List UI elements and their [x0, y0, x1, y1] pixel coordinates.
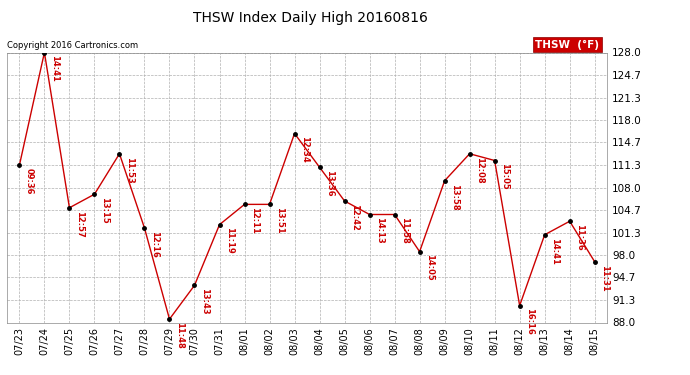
Text: 12:11: 12:11: [250, 207, 259, 234]
Text: 11:53: 11:53: [125, 156, 134, 183]
Text: 09:36: 09:36: [25, 168, 34, 195]
Text: 14:05: 14:05: [425, 254, 434, 281]
Text: 12:57: 12:57: [75, 210, 84, 237]
Text: 12:34: 12:34: [300, 136, 309, 163]
Text: 11:31: 11:31: [600, 264, 609, 291]
Text: 11:48: 11:48: [175, 322, 184, 349]
Text: 11:36: 11:36: [575, 224, 584, 251]
Text: Copyright 2016 Cartronics.com: Copyright 2016 Cartronics.com: [7, 41, 138, 50]
Text: 11:58: 11:58: [400, 217, 409, 244]
Text: 12:42: 12:42: [350, 204, 359, 231]
Text: 12:08: 12:08: [475, 156, 484, 183]
Text: 15:05: 15:05: [500, 163, 509, 190]
Text: 11:19: 11:19: [225, 227, 234, 254]
Text: THSW  (°F): THSW (°F): [535, 40, 599, 50]
Text: 13:36: 13:36: [325, 170, 334, 196]
Text: 13:58: 13:58: [450, 183, 459, 210]
Text: 12:16: 12:16: [150, 231, 159, 258]
Text: 16:16: 16:16: [525, 308, 534, 335]
Text: 13:51: 13:51: [275, 207, 284, 234]
Text: 14:41: 14:41: [550, 237, 559, 264]
Text: 13:43: 13:43: [200, 288, 209, 315]
Text: 13:15: 13:15: [100, 197, 109, 224]
Text: 14:41: 14:41: [50, 55, 59, 82]
Text: 14:13: 14:13: [375, 217, 384, 244]
Text: THSW Index Daily High 20160816: THSW Index Daily High 20160816: [193, 11, 428, 25]
